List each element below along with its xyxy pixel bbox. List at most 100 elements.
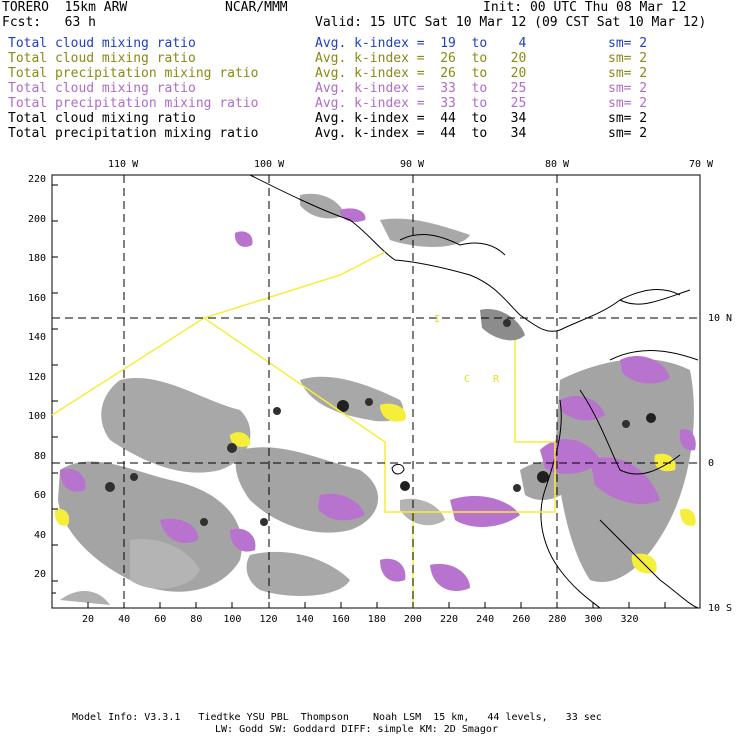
legend-index-6: Avg. k-index = 44 to 34 bbox=[315, 126, 527, 141]
precip-blob bbox=[340, 208, 366, 222]
cloud-blob bbox=[300, 376, 404, 422]
legend-sm-5: sm= 2 bbox=[608, 111, 648, 126]
y-grid-label: 220 bbox=[28, 174, 47, 185]
cloud-blob bbox=[380, 218, 470, 247]
storm-core bbox=[503, 319, 511, 327]
legend-index-2: Avg. k-index = 26 to 20 bbox=[315, 66, 527, 81]
precip-blob bbox=[230, 528, 256, 552]
border-peru bbox=[599, 519, 699, 609]
plot-frame bbox=[51, 174, 701, 609]
region-label-r: R bbox=[493, 374, 500, 385]
region-outline bbox=[51, 317, 556, 513]
legend-index-5: Avg. k-index = 44 to 34 bbox=[315, 111, 527, 126]
model-name: TORERO 15km ARW bbox=[2, 0, 128, 15]
border-brazil bbox=[609, 350, 699, 361]
legend-sm-2: sm= 2 bbox=[608, 66, 648, 81]
cloud-yellow-blob bbox=[654, 453, 676, 472]
y-grid-label: 100 bbox=[28, 411, 47, 422]
cloud-yellow-blob bbox=[680, 508, 696, 526]
legend-label-6: Total precipitation mixing ratio bbox=[8, 126, 259, 141]
x-grid-label: 140 bbox=[295, 614, 314, 625]
cloud-yellow-blob bbox=[54, 509, 70, 526]
lon-label-70w: 70 W bbox=[689, 159, 714, 170]
legend-sm-3: sm= 2 bbox=[608, 81, 648, 96]
x-grid-label: 160 bbox=[331, 614, 350, 625]
storm-core bbox=[537, 471, 549, 483]
precip-blob bbox=[160, 518, 199, 544]
x-grid-label: 200 bbox=[403, 614, 422, 625]
storm-core bbox=[337, 400, 349, 412]
lat-label-10s: 10 S bbox=[708, 603, 733, 614]
valid-time: Valid: 15 UTC Sat 10 Mar 12 (09 CST Sat … bbox=[315, 15, 707, 30]
lat-label-0: 0 bbox=[708, 458, 715, 469]
footer-physics-info: LW: Godd SW: Goddard DIFF: simple KM: 2D… bbox=[215, 724, 498, 735]
cloud-yellow-blob bbox=[230, 432, 251, 447]
x-grid-label: 100 bbox=[223, 614, 242, 625]
legend-label-1: Total cloud mixing ratio bbox=[8, 51, 196, 66]
region-outline bbox=[203, 251, 386, 319]
storm-core bbox=[227, 443, 237, 453]
border-colombia bbox=[579, 389, 681, 475]
legend-index-1: Avg. k-index = 26 to 20 bbox=[315, 51, 527, 66]
lon-label-90w: 90 W bbox=[400, 159, 425, 170]
storm-core bbox=[513, 484, 521, 492]
graticule bbox=[52, 175, 700, 608]
x-grid-label: 260 bbox=[512, 614, 531, 625]
x-grid-label: 120 bbox=[259, 614, 278, 625]
cloud-yellow-blob bbox=[380, 403, 406, 422]
x-grid-label: 300 bbox=[584, 614, 603, 625]
y-grid-label: 40 bbox=[34, 529, 47, 541]
cloud-blob bbox=[130, 539, 200, 589]
storm-core bbox=[105, 482, 115, 492]
y-grid-label: 160 bbox=[28, 292, 47, 304]
x-grid-label: 320 bbox=[620, 614, 639, 625]
legend-label-2: Total precipitation mixing ratio bbox=[8, 66, 259, 81]
coastline-central-america bbox=[399, 234, 506, 256]
precip-blob bbox=[60, 468, 86, 492]
cloud-blob bbox=[58, 461, 242, 592]
storm-core bbox=[130, 473, 138, 481]
y-grid-label: 80 bbox=[34, 450, 47, 462]
legend-index-0: Avg. k-index = 19 to 4 bbox=[315, 36, 527, 51]
y-grid-label: 140 bbox=[28, 332, 47, 343]
island-galapagos bbox=[391, 463, 405, 475]
cloud-blob bbox=[60, 590, 110, 605]
x-grid-label: 240 bbox=[476, 614, 495, 625]
region-label-i: I bbox=[434, 314, 441, 325]
coastline-south-america bbox=[540, 399, 601, 609]
x-grid-label: 40 bbox=[118, 614, 131, 625]
x-grid-label: 60 bbox=[154, 614, 167, 625]
init-time: Init: 00 UTC Thu 08 Mar 12 bbox=[483, 0, 687, 15]
storm-core bbox=[365, 398, 373, 406]
y-grid-label: 200 bbox=[28, 213, 47, 225]
cloud-field bbox=[54, 193, 696, 605]
x-grid-label: 80 bbox=[190, 614, 203, 625]
lon-label-100w: 100 W bbox=[254, 159, 285, 170]
coastlines bbox=[249, 174, 699, 609]
cloud-blob bbox=[480, 309, 525, 341]
x-grid-label: 280 bbox=[548, 614, 567, 625]
coastline-mexico bbox=[249, 174, 681, 332]
legend-label-3: Total cloud mixing ratio bbox=[8, 81, 196, 96]
cloud-blob bbox=[235, 447, 379, 533]
region-label-c: C bbox=[464, 374, 471, 385]
x-grid-label: 220 bbox=[440, 614, 459, 625]
cloud-blob bbox=[246, 551, 350, 596]
precip-blob bbox=[234, 231, 253, 247]
storm-core bbox=[200, 518, 208, 526]
precip-blob bbox=[679, 429, 696, 451]
cloud-blob bbox=[300, 193, 345, 219]
storm-core bbox=[622, 420, 630, 428]
forecast-hour: Fcst: 63 h bbox=[2, 15, 96, 30]
legend-label-0: Total cloud mixing ratio bbox=[8, 36, 196, 51]
precip-blob bbox=[620, 356, 670, 384]
cloud-blob bbox=[101, 377, 251, 473]
legend-index-3: Avg. k-index = 33 to 25 bbox=[315, 81, 527, 96]
legend-sm-1: sm= 2 bbox=[608, 51, 648, 66]
storm-core bbox=[400, 481, 410, 491]
legend-index-4: Avg. k-index = 33 to 25 bbox=[315, 96, 527, 111]
grid-ticks bbox=[52, 184, 666, 608]
footer-model-info: Model Info: V3.3.1 Tiedtke YSU PBL Thomp… bbox=[72, 712, 602, 723]
cloud-yellow-blob bbox=[631, 553, 657, 574]
